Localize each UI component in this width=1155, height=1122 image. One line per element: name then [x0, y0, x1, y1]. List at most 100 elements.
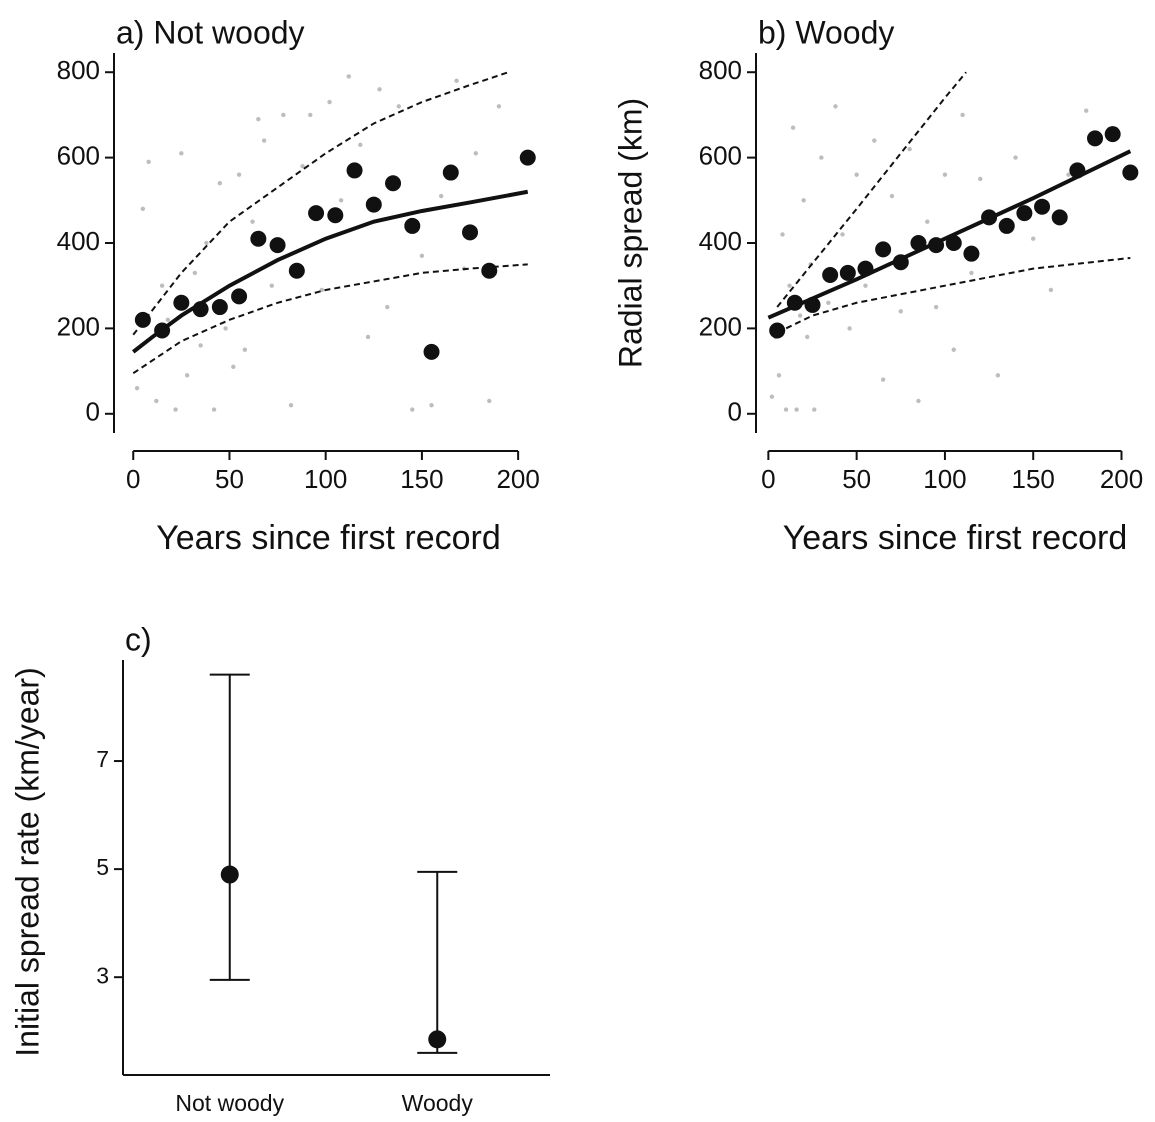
- raw-point: [217, 181, 223, 186]
- interval-line: [776, 71, 967, 308]
- mean-point: [910, 235, 927, 251]
- mean-point: [404, 217, 421, 234]
- raw-point: [969, 270, 974, 276]
- mean-point: [981, 209, 998, 226]
- mean-point: [839, 264, 856, 281]
- mean-point: [875, 241, 892, 258]
- raw-point: [833, 104, 838, 109]
- raw-point: [385, 304, 390, 310]
- chart-title: c): [125, 621, 152, 657]
- y-tick-label: 400: [57, 226, 100, 256]
- raw-point: [769, 394, 775, 399]
- x-tick-label: 0: [126, 464, 140, 494]
- raw-point: [192, 270, 198, 276]
- mean-point: [1016, 205, 1033, 222]
- mean-point: [1051, 209, 1068, 226]
- mean-point: [250, 230, 267, 247]
- raw-point: [198, 343, 203, 348]
- raw-point: [933, 304, 939, 310]
- raw-point: [907, 146, 912, 152]
- x-tick-label: 50: [215, 464, 244, 494]
- raw-point: [960, 112, 965, 118]
- y-tick-label: 200: [57, 311, 100, 341]
- raw-point: [410, 407, 415, 412]
- raw-point: [797, 313, 803, 318]
- raw-point: [473, 151, 478, 156]
- mean-point: [462, 224, 479, 241]
- raw-point: [1083, 108, 1089, 113]
- raw-point: [159, 283, 165, 288]
- raw-point: [916, 398, 921, 404]
- mean-point: [192, 301, 209, 318]
- raw-point: [396, 104, 402, 109]
- y-tick-label: 400: [699, 226, 742, 256]
- raw-point: [236, 172, 242, 177]
- chart-title: b) Woody: [758, 14, 894, 50]
- mean-point: [1122, 164, 1139, 181]
- y-axis-label: Initial spread rate (km/year): [9, 667, 45, 1056]
- x-tick-label: Not woody: [175, 1090, 284, 1116]
- raw-point: [812, 407, 817, 412]
- raw-point: [250, 219, 255, 224]
- y-axis-label: Radial spread (km): [612, 98, 648, 368]
- raw-point: [487, 398, 492, 404]
- mean-point: [963, 245, 980, 262]
- raw-point: [256, 116, 261, 122]
- point-estimate: [428, 1030, 447, 1049]
- raw-point: [300, 163, 305, 169]
- raw-point: [204, 240, 209, 246]
- y-tick-label: 800: [57, 55, 100, 85]
- mean-point: [154, 322, 171, 339]
- raw-point: [889, 193, 895, 199]
- fit-line: [767, 149, 1132, 320]
- mean-point: [481, 262, 498, 279]
- raw-point: [358, 142, 363, 147]
- interval-line: [776, 256, 1131, 334]
- raw-point: [898, 309, 903, 314]
- raw-point: [429, 403, 434, 408]
- y-tick-label: 5: [96, 854, 109, 880]
- raw-point: [211, 407, 217, 412]
- mean-point: [804, 296, 821, 313]
- mean-point: [1069, 162, 1086, 179]
- mean-point: [442, 164, 459, 181]
- raw-point: [179, 151, 184, 156]
- raw-point: [819, 155, 824, 160]
- raw-point: [794, 407, 799, 412]
- raw-point: [338, 198, 344, 203]
- raw-point: [261, 138, 267, 143]
- mean-point: [998, 217, 1015, 234]
- mean-point: [945, 235, 962, 251]
- mean-point: [1104, 126, 1121, 143]
- error-bar: [417, 870, 458, 1054]
- raw-point: [880, 377, 886, 382]
- y-tick-label: 7: [96, 746, 109, 772]
- mean-point: [769, 322, 786, 339]
- raw-point: [327, 99, 332, 105]
- interval-line: [132, 71, 509, 336]
- mean-point: [308, 205, 325, 222]
- mean-point: [346, 162, 363, 179]
- mean-point: [822, 267, 839, 284]
- mean-point: [786, 294, 803, 311]
- raw-point: [1066, 172, 1071, 177]
- x-axis-label: Years since first record: [783, 519, 1128, 557]
- raw-point: [847, 326, 852, 331]
- interval-line: [132, 263, 528, 375]
- x-tick-label: 200: [496, 464, 539, 494]
- raw-point: [173, 407, 178, 412]
- raw-point: [995, 373, 1001, 378]
- raw-point: [146, 159, 151, 165]
- raw-point: [231, 364, 236, 370]
- mean-point: [385, 175, 402, 192]
- mean-point: [1087, 130, 1104, 147]
- raw-point: [419, 253, 425, 259]
- raw-point: [780, 232, 785, 237]
- raw-point: [223, 326, 228, 331]
- raw-point: [165, 317, 171, 323]
- raw-point: [1031, 236, 1036, 241]
- x-axis-label: Years since first record: [156, 519, 501, 557]
- mean-point: [134, 311, 151, 328]
- raw-point: [925, 219, 930, 224]
- raw-point: [787, 283, 792, 288]
